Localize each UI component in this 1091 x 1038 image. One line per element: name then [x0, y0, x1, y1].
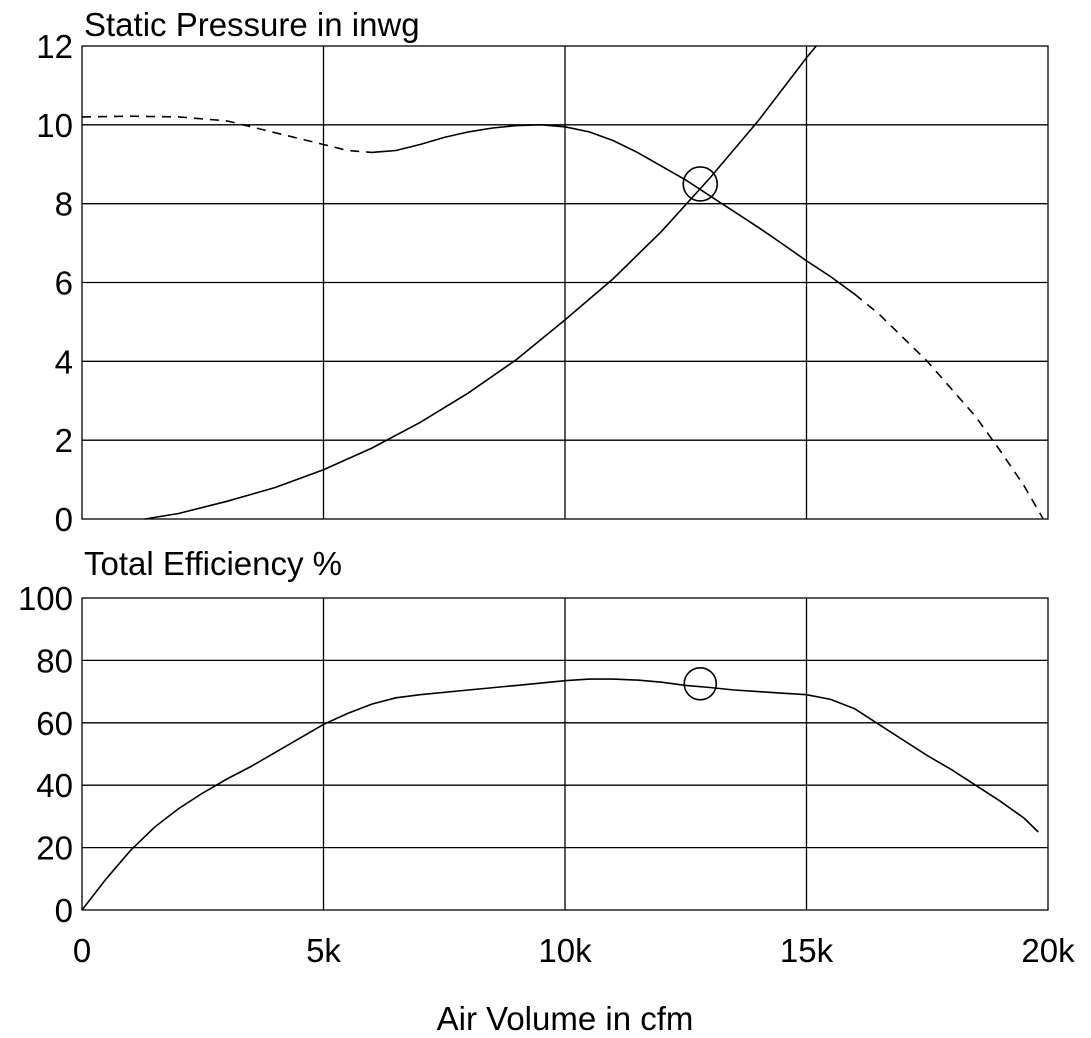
efficiency-panel: Total Efficiency % 0 20 40 60 80 100 0 5k 10k 15… — [18, 545, 1075, 969]
x-tick-label: 20k — [1021, 932, 1075, 969]
y-tick-label: 2 — [55, 422, 73, 459]
efficiency-grid — [81, 597, 1049, 911]
x-tick-label: 10k — [538, 932, 592, 969]
y-tick-label: 6 — [55, 265, 73, 302]
operating-point-marker — [682, 166, 719, 202]
operating-point-marker — [683, 666, 718, 701]
static-pressure-grid — [81, 45, 1049, 520]
efficiency-y-ticks: 0 20 40 60 80 100 — [18, 580, 73, 929]
y-tick-label: 0 — [55, 892, 73, 929]
plot-frame — [81, 597, 1049, 911]
y-tick-label: 40 — [36, 767, 73, 804]
series-line — [81, 678, 1039, 911]
x-tick-label: 5k — [306, 932, 341, 969]
series-line — [371, 123, 856, 295]
y-tick-label: 100 — [18, 580, 73, 617]
static-pressure-y-ticks: 0 2 4 6 8 10 12 — [36, 28, 73, 538]
y-tick-label: 8 — [55, 186, 73, 223]
x-axis-label: Air Volume in cfm — [437, 1000, 694, 1037]
y-tick-label: 60 — [36, 705, 73, 742]
plot-frame — [81, 45, 1049, 520]
y-tick-label: 20 — [36, 830, 73, 867]
static-pressure-series — [81, 45, 1044, 520]
series-line — [81, 115, 372, 154]
efficiency-markers — [683, 666, 718, 701]
y-tick-label: 0 — [55, 501, 73, 538]
x-tick-label: 0 — [73, 932, 91, 969]
efficiency-series — [81, 678, 1039, 911]
efficiency-title: Total Efficiency % — [84, 545, 342, 582]
y-tick-label: 12 — [36, 28, 73, 65]
series-line — [144, 45, 817, 520]
x-tick-label: 15k — [780, 932, 834, 969]
y-tick-label: 4 — [55, 343, 73, 380]
static-pressure-markers — [682, 166, 719, 202]
static-pressure-title: Static Pressure in inwg — [84, 6, 420, 43]
static-pressure-panel: Static Pressure in inwg 0 2 4 6 8 10 12 — [36, 6, 1049, 538]
y-tick-label: 10 — [36, 107, 73, 144]
series-line — [854, 293, 1044, 520]
y-tick-label: 80 — [36, 642, 73, 679]
x-axis-ticks: 0 5k 10k 15k 20k — [73, 932, 1075, 969]
